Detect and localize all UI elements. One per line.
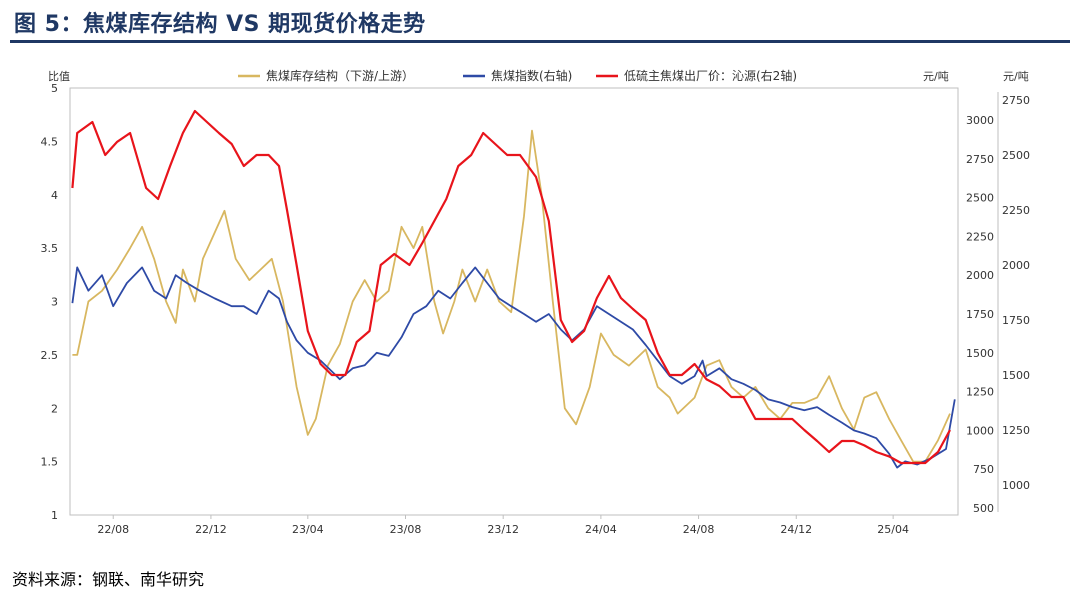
right2-axis-tick: 2250 (1002, 204, 1030, 217)
x-axis-tick: 22/08 (97, 523, 129, 536)
right-axis-label: 元/吨 (923, 70, 949, 83)
series-line-1 (72, 129, 951, 463)
right2-axis-tick: 2000 (1002, 259, 1030, 272)
title-rule (10, 40, 1070, 43)
right2-axis-tick: 1250 (1002, 424, 1030, 437)
left-axis-tick: 3.5 (41, 242, 59, 255)
left-axis-tick: 5 (51, 82, 58, 95)
left-axis-tick: 4 (51, 189, 58, 202)
left-axis-tick: 2 (51, 402, 58, 415)
x-axis-tick: 23/04 (292, 523, 324, 536)
figure-title: 图 5：焦煤库存结构 VS 期现货价格走势 (14, 12, 426, 37)
x-axis-tick: 24/12 (780, 523, 812, 536)
x-axis-tick: 25/04 (877, 523, 909, 536)
right2-axis-tick: 2750 (1002, 94, 1030, 107)
left-axis-tick: 4.5 (41, 135, 59, 148)
right-axis-tick: 1750 (966, 308, 994, 321)
x-axis-tick: 24/08 (683, 523, 715, 536)
chart: 1 1.5 2 2.5 3 3.5 4 4.5 5比值 500 750 1000 1250 1500 175… (41, 68, 1031, 536)
x-axis-tick: 23/12 (487, 523, 519, 536)
right-axis-tick: 2500 (966, 192, 994, 205)
right-axis-tick: 2000 (966, 269, 994, 282)
left-axis-tick: 1.5 (41, 456, 59, 469)
right-axis-tick: 1000 (966, 424, 994, 437)
right2-axis-tick: 1000 (1002, 479, 1030, 492)
right-axis-tick: 1500 (966, 347, 994, 360)
series-line-2 (71, 266, 956, 469)
left-axis-tick: 1 (51, 509, 58, 522)
source-note: 资料来源：钢联、南华研究 (12, 570, 205, 589)
right2-axis-label: 元/吨 (1003, 70, 1029, 83)
right-axis-tick: 2250 (966, 230, 994, 243)
legend-label-1: 焦煤库存结构（下游/上游） (266, 68, 414, 83)
left-axis-label: 比值 (48, 70, 70, 83)
x-axis-tick: 22/12 (195, 523, 227, 536)
plot-frame (69, 87, 959, 516)
right2-axis-tick: 2500 (1002, 149, 1030, 162)
right2-axis-tick: 1750 (1002, 314, 1030, 327)
left-axis-tick: 2.5 (41, 349, 59, 362)
legend-label-2: 焦煤指数(右轴) (491, 68, 572, 83)
right-axis-tick: 750 (973, 463, 994, 476)
legend-label-3: 低硫主焦煤出厂价：沁源(右2轴) (624, 68, 797, 83)
left-axis-tick: 3 (51, 296, 58, 309)
right-axis-tick: 2750 (966, 153, 994, 166)
right-axis-tick: 1250 (966, 386, 994, 399)
x-axis-tick: 24/04 (585, 523, 617, 536)
series-line-3 (71, 109, 951, 465)
x-axis-tick: 23/08 (390, 523, 422, 536)
right-axis-tick: 500 (973, 502, 994, 515)
right-axis-tick: 3000 (966, 114, 994, 127)
right2-axis-tick: 1500 (1002, 369, 1030, 382)
